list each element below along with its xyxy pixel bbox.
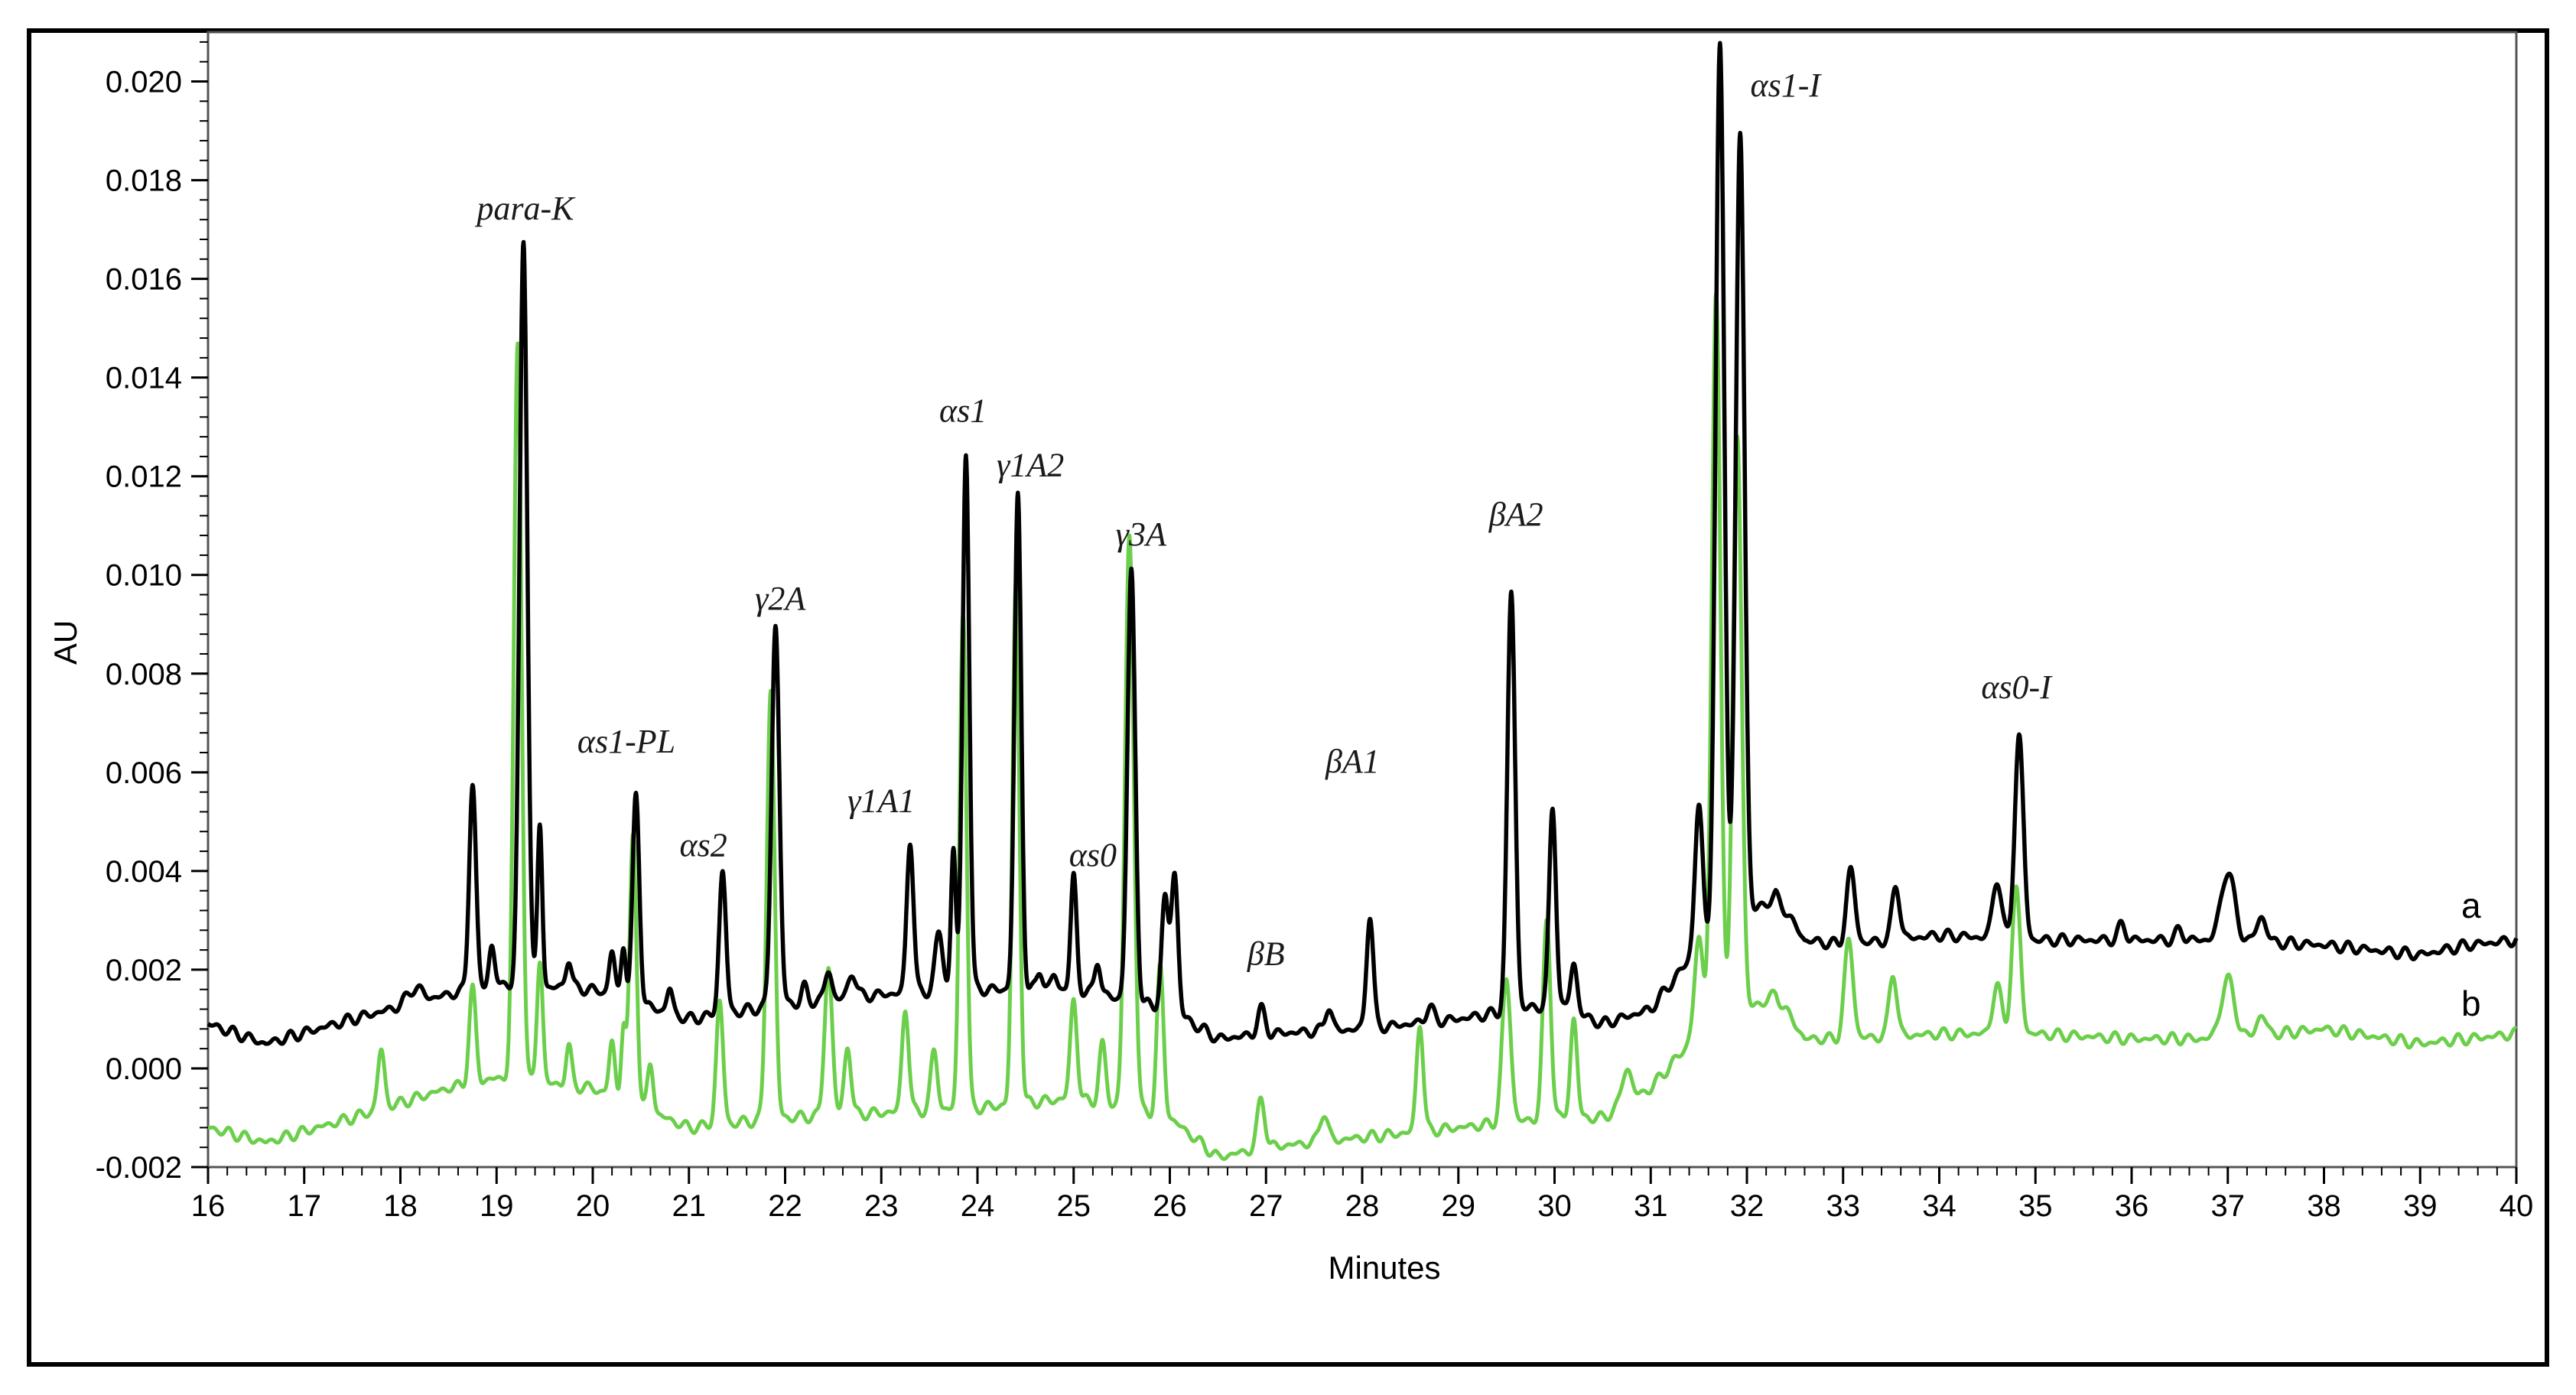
y-tick-label: 0.020 [106, 66, 182, 99]
peak-annotation: para-K [474, 190, 576, 227]
y-tick-label: 0.000 [106, 1052, 182, 1086]
x-tick-label: 20 [576, 1189, 610, 1223]
peak-annotation: αs0 [1069, 836, 1117, 873]
x-axis-title: Minutes [1328, 1250, 1440, 1286]
x-tick-label: 36 [2115, 1189, 2149, 1223]
x-tick-label: 30 [1537, 1189, 1572, 1223]
peak-annotation: γ1A1 [847, 782, 915, 819]
x-tick-label: 40 [2500, 1189, 2534, 1223]
y-tick-label: 0.008 [106, 658, 182, 691]
x-tick-label: 22 [768, 1189, 802, 1223]
x-tick-label: 23 [864, 1189, 899, 1223]
x-tick-label: 33 [1826, 1189, 1861, 1223]
peak-annotation: γ1A2 [997, 447, 1064, 484]
x-tick-label: 26 [1153, 1189, 1187, 1223]
x-axis: 16 17 18 19 20 21 22 23 24 25 26 27 28 29 30 31 32 33 34 35… [191, 1167, 2534, 1223]
y-tick-label: 0.002 [106, 954, 182, 987]
series-line-a [206, 41, 2519, 1046]
peak-annotation: αs2 [680, 827, 727, 864]
peak-annotation: αs0-I [1981, 668, 2053, 706]
y-tick-label: 0.004 [106, 855, 182, 889]
x-tick-label: 37 [2211, 1189, 2246, 1223]
x-tick-label: 19 [480, 1189, 514, 1223]
y-tick-label: -0.002 [96, 1151, 182, 1185]
y-tick-label: 0.016 [106, 263, 182, 297]
x-tick-label: 39 [2403, 1189, 2438, 1223]
peak-annotation: βA1 [1325, 743, 1380, 780]
y-tick-label: 0.010 [106, 559, 182, 593]
x-tick-label: 32 [1730, 1189, 1764, 1223]
series-label-b: b [2461, 984, 2481, 1023]
x-tick-label: 29 [1442, 1189, 1476, 1223]
peak-annotation: βA2 [1488, 496, 1543, 533]
peak-annotation: γ3A [1116, 515, 1167, 553]
peak-annotation: αs1 [939, 392, 987, 430]
y-axis-title: AU [47, 620, 83, 665]
y-tick-label: 0.012 [106, 460, 182, 494]
peak-annotation: αs1-I [1751, 67, 1823, 104]
series-line-b [207, 291, 2518, 1161]
y-tick-label: 0.006 [106, 756, 182, 790]
x-tick-label: 28 [1345, 1189, 1380, 1223]
y-tick-label: 0.014 [106, 362, 182, 395]
x-tick-label: 27 [1249, 1189, 1283, 1223]
x-tick-label: 24 [961, 1189, 995, 1223]
y-axis: -0.002 0.000 0.002 0.004 0.006 0.008 0.010 0.01… [96, 41, 208, 1185]
x-tick-label: 16 [191, 1189, 226, 1223]
peak-annotation: βB [1247, 935, 1285, 972]
y-tick-label: 0.018 [106, 164, 182, 198]
x-tick-label: 17 [288, 1189, 322, 1223]
annotation-layer: para-K αs1-PL αs2 γ2A γ1A1 αs1 γ1A2 αs0 γ3A βB βA1… [474, 67, 2053, 973]
x-tick-label: 34 [1922, 1189, 1956, 1223]
peak-annotation: αs1-PL [577, 723, 675, 760]
series-label-a: a [2461, 886, 2481, 925]
x-tick-label: 38 [2307, 1189, 2341, 1223]
x-tick-label: 25 [1057, 1189, 1091, 1223]
series-layer [206, 41, 2519, 1161]
x-tick-label: 35 [2018, 1189, 2053, 1223]
peak-annotation: γ2A [755, 580, 806, 617]
x-tick-label: 18 [383, 1189, 418, 1223]
x-tick-label: 31 [1634, 1189, 1668, 1223]
x-tick-label: 21 [672, 1189, 707, 1223]
